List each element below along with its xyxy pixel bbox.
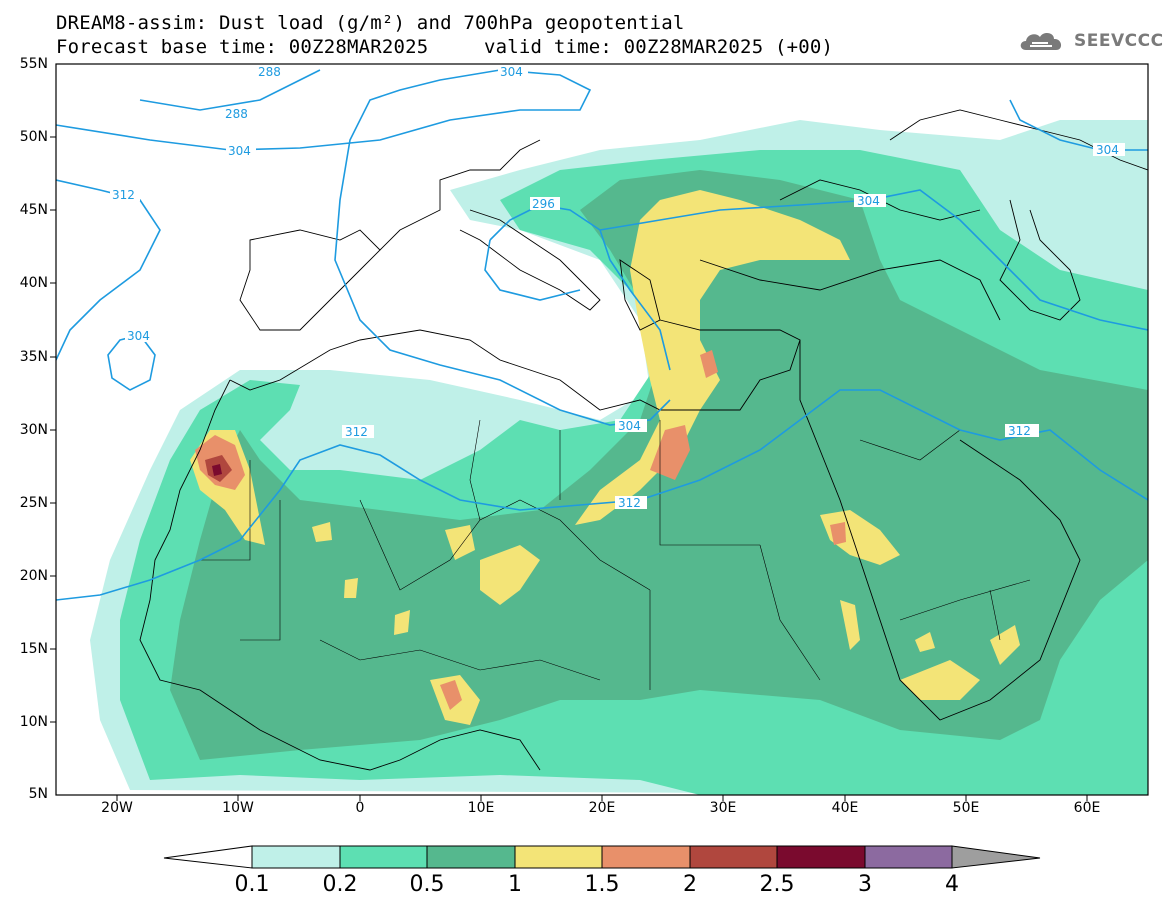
lon-label: 30E: [709, 800, 737, 816]
dust-layer-1-i: [840, 600, 860, 650]
colorbar-bin: [514, 845, 603, 869]
dust-layer-1-d: [480, 545, 540, 605]
lat-label: 40N: [19, 275, 48, 291]
colorbar-label: 1: [508, 872, 522, 897]
colorbar-bin: [426, 845, 516, 869]
contour-label: 304: [228, 144, 251, 158]
lon-label: 10E: [467, 800, 495, 816]
colorbar-label: 0.1: [234, 872, 270, 897]
lon-label: 60E: [1073, 800, 1101, 816]
colorbar-label: 0.5: [409, 872, 445, 897]
lat-label: 15N: [19, 641, 48, 657]
lon-label: 40E: [831, 800, 859, 816]
colorbar-label: 2.5: [759, 872, 795, 897]
coastlines: [139, 109, 1148, 771]
contour-label: 312: [1008, 424, 1031, 438]
contour-label: 304: [618, 419, 641, 433]
contour-label: 312: [345, 425, 368, 439]
contour-label: 312: [618, 496, 641, 510]
valid-time: valid time: 00Z28MAR2025 (+00): [484, 36, 834, 58]
lat-label: 25N: [19, 495, 48, 511]
colorbar-label: 3: [858, 872, 872, 897]
dust-layer-1-5-d: [440, 680, 462, 710]
dust-layer-1-h: [990, 625, 1020, 665]
contour-label: 304: [1096, 143, 1119, 157]
dust-field: [56, 64, 1148, 795]
dust-layer-1-l: [344, 578, 358, 598]
lat-label: 50N: [19, 129, 48, 145]
dust-layer-1-k: [312, 522, 332, 542]
dust-layer-1-b: [575, 190, 850, 525]
colorbar: [163, 845, 1041, 869]
colorbar-bin: [689, 845, 778, 869]
dust-layer-2-5: [212, 464, 222, 476]
colorbar-label: 4: [945, 872, 959, 897]
colorbar-bin: [251, 845, 341, 869]
contour-label: 304: [500, 65, 523, 79]
colorbar-bin: [339, 845, 428, 869]
lon-label: 20E: [588, 800, 616, 816]
colorbar-bin: [864, 845, 953, 869]
contour-label: 296: [532, 197, 555, 211]
lon-label: 10W: [222, 800, 254, 816]
dust-layer-1-5-e: [830, 522, 846, 545]
lat-label: 30N: [19, 422, 48, 438]
lat-label: 20N: [19, 568, 48, 584]
dust-layer-1-g: [900, 660, 980, 700]
forecast-base-time: Forecast base time: 00Z28MAR2025: [56, 36, 429, 58]
dust-layer-1-j: [915, 632, 935, 652]
colorbar-low-arrow: [163, 845, 253, 869]
contour-label: 288: [258, 65, 281, 79]
colorbar-high-arrow: [951, 845, 1041, 869]
dust-layer-1-e: [445, 525, 475, 560]
lat-label: 55N: [19, 56, 48, 72]
colorbar-label: 2: [683, 872, 697, 897]
lon-label: 50E: [952, 800, 980, 816]
contour-label: 288: [225, 107, 248, 121]
lon-label: 0: [355, 800, 365, 816]
axis-ticks: [50, 136, 1088, 801]
lon-label: 20W: [101, 800, 133, 816]
contour-label: 304: [127, 329, 150, 343]
dust-layer-1-m: [394, 610, 410, 635]
colorbar-label: 0.2: [322, 872, 358, 897]
seevccc-logo: SEEVCCC: [1016, 26, 1164, 56]
map-title: DREAM8-assim: Dust load (g/m²) and 700hP…: [56, 12, 685, 34]
geopotential-contours: [56, 69, 1148, 601]
cloud-logo-icon: [1020, 33, 1062, 50]
colorbar-bin: [601, 845, 691, 869]
country-borders: [200, 419, 1031, 690]
lat-label: 45N: [19, 202, 48, 218]
contour-label: 312: [112, 188, 135, 202]
logo-text: SEEVCCC: [1074, 31, 1164, 51]
dust-layer-1-5-c: [700, 350, 718, 378]
contour-labels: 288 304 288 304 312 296 304 304 304 312 …: [110, 65, 1125, 510]
colorbar-bin: [776, 845, 866, 869]
lat-label: 10N: [19, 714, 48, 730]
lat-label: 5N: [28, 786, 48, 802]
contour-label: 304: [857, 194, 880, 208]
lat-label: 35N: [19, 349, 48, 365]
colorbar-label: 1.5: [584, 872, 620, 897]
